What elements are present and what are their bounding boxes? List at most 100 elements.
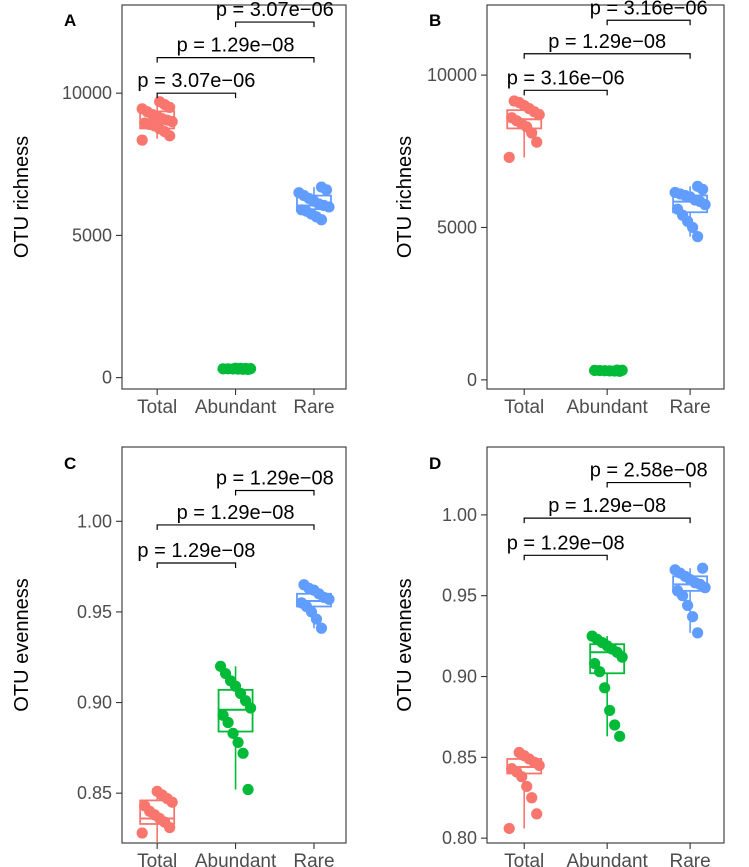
- data-point: [692, 180, 704, 192]
- data-point: [604, 704, 616, 717]
- x-tick-label: Rare: [293, 397, 334, 418]
- p-value-label: p = 1.29e−08: [137, 540, 255, 562]
- data-point: [298, 579, 310, 591]
- x-tick-label: Rare: [293, 851, 334, 867]
- data-point: [697, 562, 709, 574]
- data-point: [526, 792, 538, 804]
- x-tick-label: Abundant: [195, 851, 277, 867]
- x-tick-label: Rare: [670, 397, 711, 418]
- p-value-label: p = 2.58e−08: [590, 460, 708, 482]
- y-tick-label: 1.00: [442, 505, 477, 525]
- data-point: [503, 151, 515, 163]
- y-tick-label: 0.85: [442, 747, 477, 767]
- x-tick-label: Abundant: [566, 397, 648, 418]
- y-tick-label: 0.80: [442, 828, 477, 848]
- data-point: [293, 187, 305, 199]
- y-tick-label: 1.00: [77, 511, 112, 531]
- p-value-label: p = 1.29e−08: [548, 31, 666, 53]
- data-point: [136, 827, 148, 839]
- panel-label: B: [429, 11, 441, 30]
- x-tick-label: Total: [137, 397, 177, 418]
- y-tick-label: 5000: [72, 225, 112, 245]
- data-point: [214, 660, 227, 672]
- data-point: [151, 785, 163, 797]
- x-tick-label: Abundant: [566, 851, 648, 867]
- data-point: [232, 736, 244, 749]
- data-point: [672, 203, 684, 215]
- data-point: [594, 666, 606, 678]
- data-point: [506, 112, 518, 124]
- data-point: [227, 727, 239, 739]
- bracket-line: [156, 57, 315, 63]
- significance-bracket: p = 3.07e−06: [216, 0, 334, 28]
- p-value-label: p = 3.07e−06: [137, 70, 255, 92]
- x-tick-label: Total: [137, 851, 177, 867]
- x-tick-label: Total: [504, 397, 544, 418]
- data-point: [136, 134, 148, 146]
- data-point: [521, 780, 533, 793]
- data-point: [589, 657, 601, 670]
- data-point: [295, 597, 308, 609]
- p-value-label: p = 3.16e−06: [590, 0, 708, 19]
- bracket-line: [156, 562, 237, 568]
- data-point: [531, 136, 543, 148]
- panel-d: D OTU evenness 0.80 0.85 0.90 0.95 1.00 Total Ab…: [394, 446, 725, 867]
- significance-bracket: p = 1.29e−08: [523, 495, 691, 524]
- y-axis-label: OTU evenness: [11, 578, 33, 711]
- y-tick-label: 0: [102, 368, 112, 388]
- significance-bracket: p = 1.29e−08: [216, 467, 334, 496]
- data-point: [586, 630, 598, 642]
- data-point: [139, 117, 151, 129]
- y-axis-label: OTU richness: [11, 136, 33, 258]
- data-point: [217, 709, 229, 721]
- data-point: [295, 204, 308, 216]
- data-point: [589, 364, 601, 377]
- data-point: [315, 622, 328, 634]
- data-point: [692, 231, 704, 243]
- data-point: [614, 730, 626, 742]
- p-value-label: p = 1.29e−08: [216, 467, 334, 489]
- panel-label: A: [64, 11, 76, 30]
- significance-bracket: p = 1.29e−08: [156, 502, 315, 530]
- x-tick-label: Abundant: [195, 397, 277, 418]
- bracket-line: [606, 19, 691, 26]
- p-value-label: p = 1.29e−08: [507, 532, 625, 554]
- y-tick-label: 0.95: [77, 602, 112, 622]
- data-point: [503, 822, 515, 835]
- data-point: [237, 747, 249, 759]
- bracket-line: [234, 489, 315, 496]
- y-tick-label: 10000: [62, 83, 112, 103]
- bracket-line: [523, 554, 608, 561]
- p-value-label: p = 3.07e−06: [216, 0, 334, 21]
- panel-label: C: [64, 454, 76, 473]
- data-point: [692, 627, 704, 639]
- y-tick-label: 0.95: [442, 586, 477, 606]
- significance-bracket: p = 3.16e−06: [590, 0, 708, 26]
- data-point: [599, 682, 611, 694]
- data-point: [229, 362, 242, 374]
- significance-bracket: p = 1.29e−08: [523, 31, 691, 59]
- panel-b: B OTU richness 0 5000 10000 Total Abundant Rare…: [394, 0, 725, 418]
- x-tick-label: Total: [504, 851, 544, 867]
- p-value-label: p = 1.29e−08: [548, 495, 666, 517]
- data-point: [672, 585, 684, 597]
- y-axis-label: OTU evenness: [394, 578, 416, 711]
- plot-frame: [121, 4, 347, 390]
- bracket-line: [523, 517, 691, 524]
- data-point: [315, 181, 328, 193]
- p-value-label: p = 1.29e−08: [177, 502, 295, 524]
- y-tick-label: 10000: [427, 65, 477, 85]
- y-tick-label: 0: [467, 370, 477, 390]
- y-tick-label: 5000: [437, 217, 477, 237]
- y-tick-label: 0.90: [442, 667, 477, 687]
- data-point: [217, 363, 229, 375]
- plot-frame: [121, 446, 347, 844]
- data-point: [687, 611, 699, 623]
- data-point: [154, 96, 166, 108]
- bracket-line: [156, 92, 237, 99]
- plot-frame: [486, 446, 725, 844]
- p-value-label: p = 3.16e−06: [507, 67, 625, 89]
- x-tick-label: Rare: [670, 851, 711, 867]
- significance-bracket: p = 3.07e−06: [137, 70, 255, 99]
